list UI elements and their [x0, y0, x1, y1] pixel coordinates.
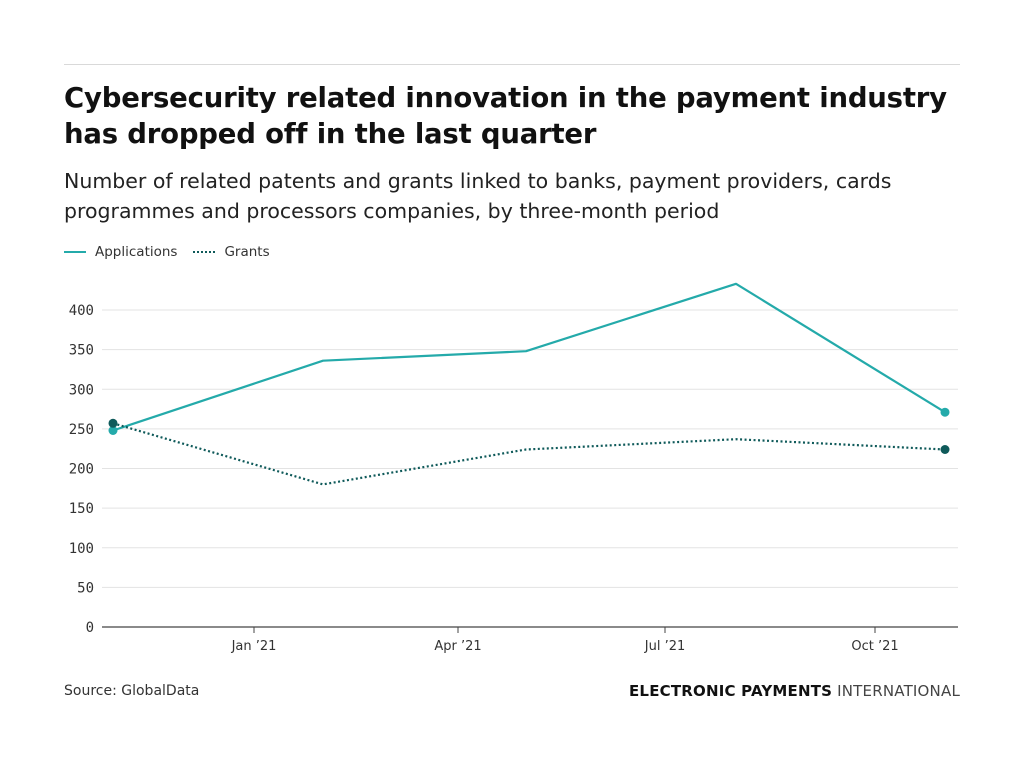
x-tick-label-2: Jul ’21 — [644, 639, 686, 654]
x-tick-label-0: Jan ’21 — [231, 639, 277, 654]
y-tick-label-100: 100 — [69, 541, 94, 557]
y-tick-label-350: 350 — [69, 343, 94, 359]
legend-label-applications: Applications — [95, 244, 178, 260]
chart-title: Cybersecurity related innovation in the … — [64, 82, 947, 150]
y-tick-label-150: 150 — [69, 501, 94, 517]
point-grants-4 — [940, 445, 950, 454]
series-layer — [108, 282, 950, 486]
legend-item-grants: Grants — [193, 244, 270, 260]
y-tick-label-250: 250 — [69, 422, 94, 438]
x-tick-label-3: Oct ’21 — [851, 639, 898, 654]
y-tick-label-200: 200 — [69, 462, 94, 478]
legend-item-applications: Applications — [64, 244, 177, 260]
brand-name-light: INTERNATIONAL — [837, 682, 960, 700]
legend-swatch-applications — [64, 251, 86, 253]
legend-swatch-grants — [193, 251, 216, 253]
series-line-grants — [112, 422, 946, 486]
legend-label-grants: Grants — [224, 244, 270, 260]
brand-name-bold: ELECTRONIC PAYMENTS — [628, 682, 833, 700]
brand-logo: ELECTRONIC PAYMENTS INTERNATIONAL — [629, 682, 960, 700]
y-tick-label-0: 0 — [86, 620, 94, 636]
source-note: Source: GlobalData — [64, 683, 200, 699]
top-divider — [64, 64, 960, 65]
y-tick-label-50: 50 — [77, 580, 94, 596]
point-applications-4 — [940, 407, 950, 417]
point-applications-0 — [108, 426, 118, 435]
chart-subtitle: Number of related patents and grants lin… — [64, 169, 892, 223]
point-grants-0 — [108, 418, 118, 428]
y-tick-label-300: 300 — [69, 382, 94, 398]
chart-legend: Applications Grants — [64, 242, 286, 262]
series-line-applications — [112, 282, 946, 432]
x-tick-label-1: Apr ’21 — [434, 639, 481, 654]
y-axis-labels: 0 50 100 150 200 250 300 350 400 — [69, 303, 94, 636]
y-tick-label-400: 400 — [69, 303, 94, 319]
x-axis: Jan ’21 Apr ’21 Jul ’21 Oct ’21 — [102, 626, 958, 654]
